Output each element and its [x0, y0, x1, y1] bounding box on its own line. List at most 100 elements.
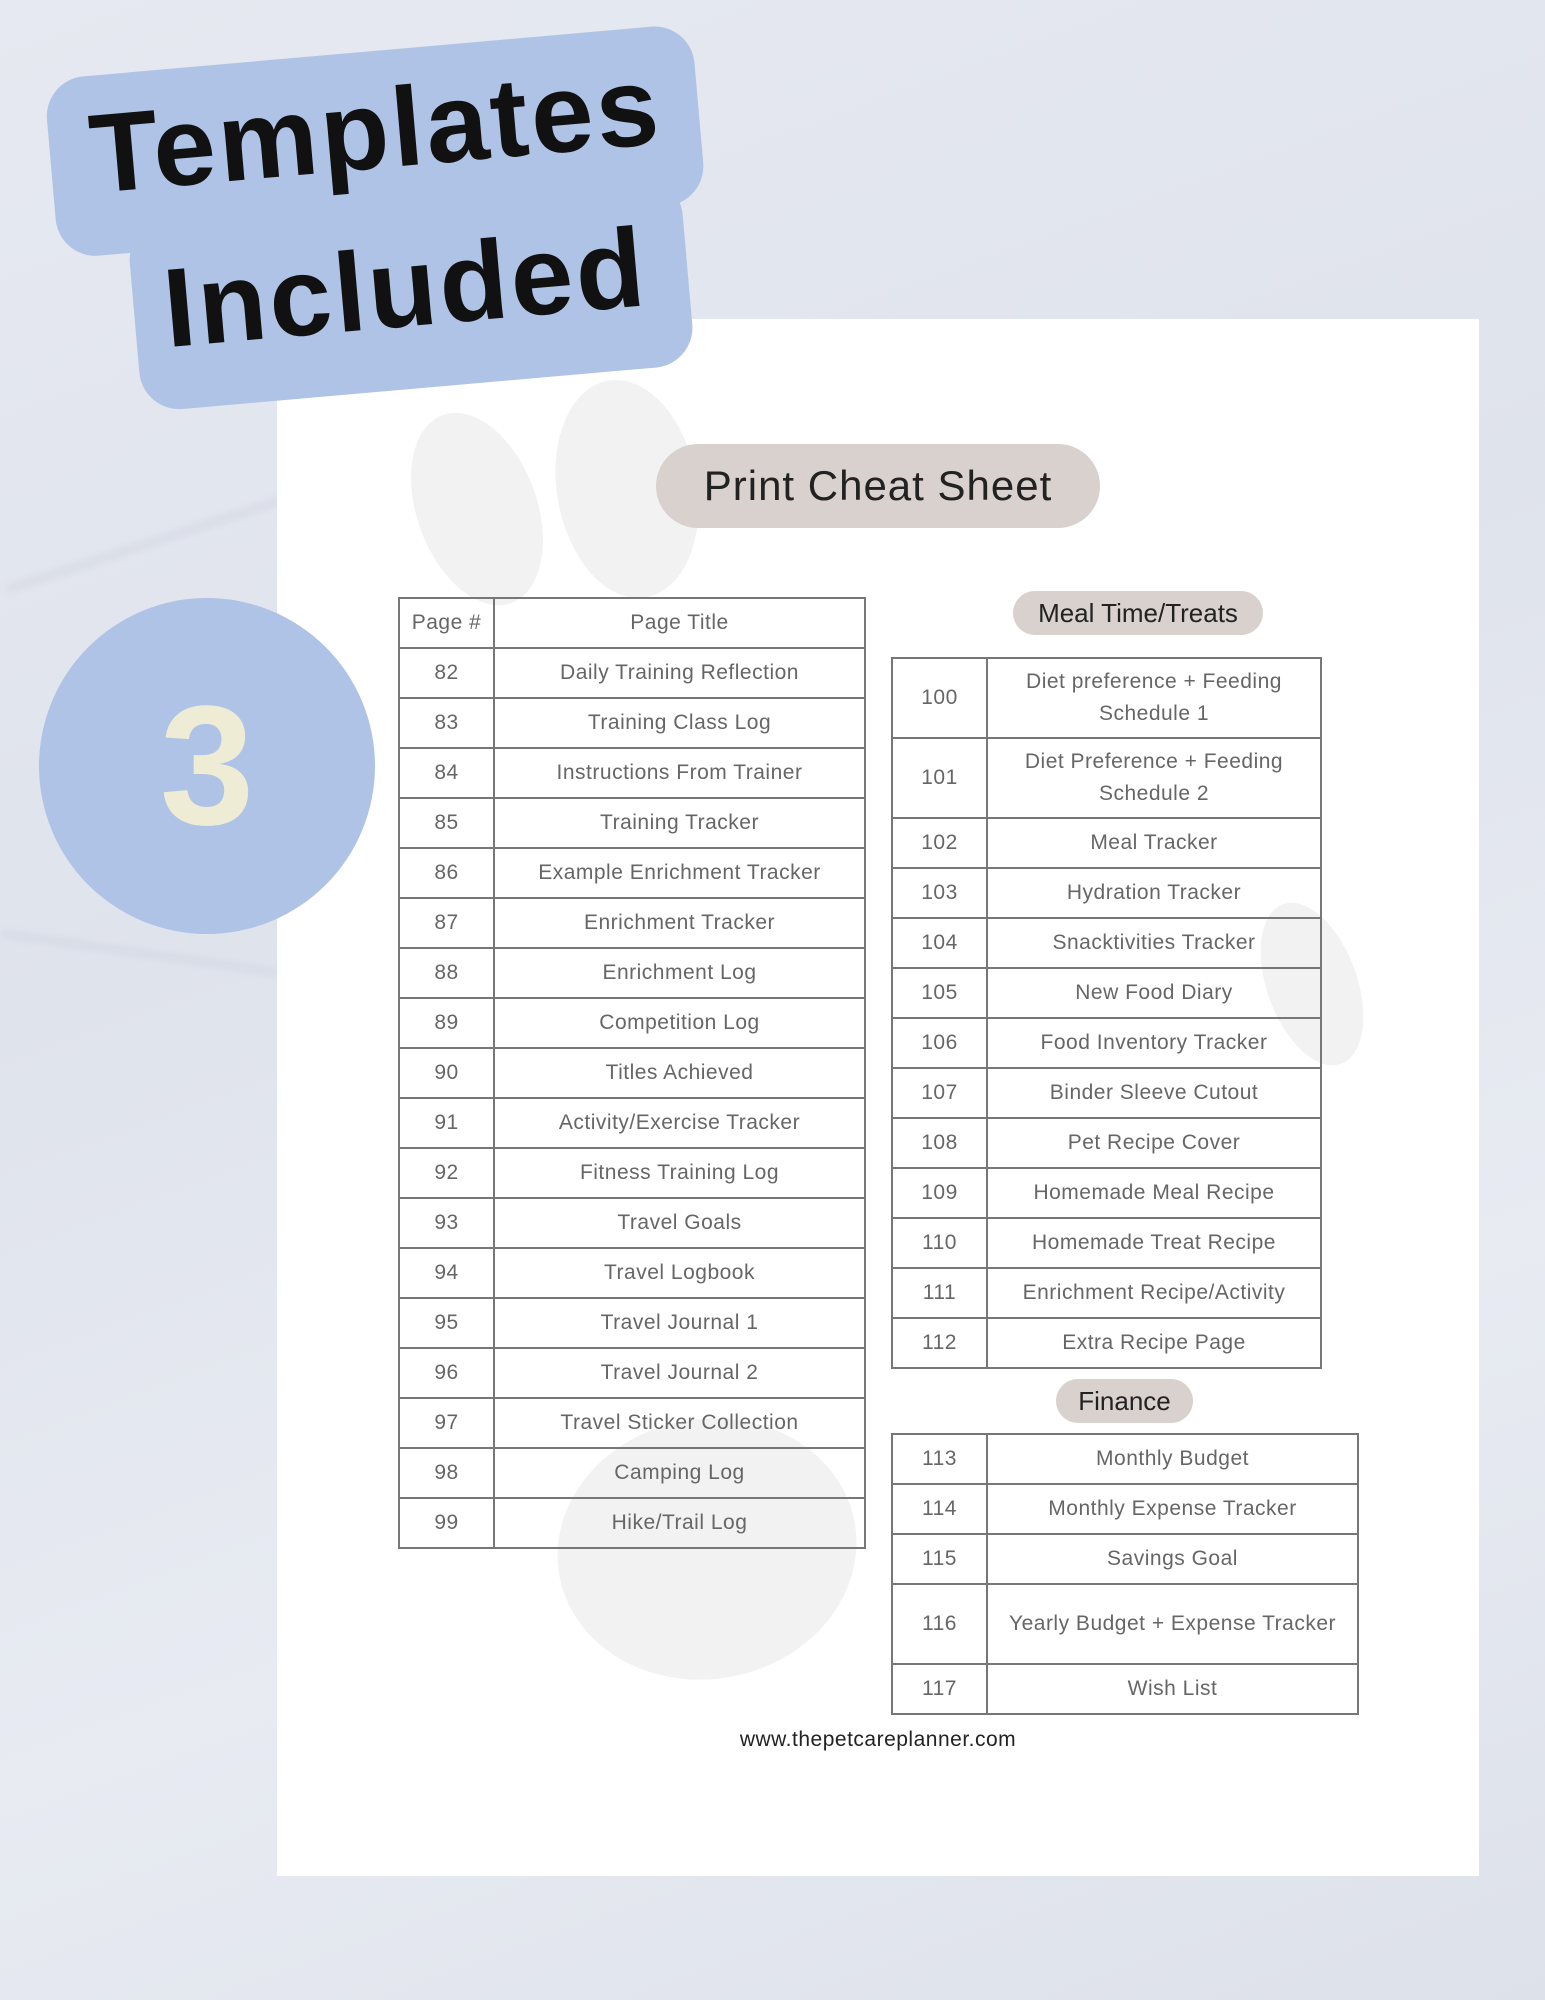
table-row: 114 Monthly Expense Tracker [891, 1483, 1359, 1535]
page-title: Print Cheat Sheet [656, 444, 1100, 528]
page-title-cell: Competition Log [493, 997, 866, 1049]
column-header: Page # [398, 597, 495, 649]
section-label-meal: Meal Time/Treats [1013, 591, 1263, 635]
page-title-cell: Food Inventory Tracker [986, 1017, 1322, 1069]
page-number: 109 [891, 1167, 988, 1219]
page-title-cell: Binder Sleeve Cutout [986, 1067, 1322, 1119]
page-number: 115 [891, 1533, 988, 1585]
page-number: 95 [398, 1297, 495, 1349]
page-number: 90 [398, 1047, 495, 1099]
background-crease [6, 493, 294, 593]
step-number-circle: 3 [39, 598, 375, 934]
table-row: 99 Hike/Trail Log [398, 1497, 866, 1549]
table-row: 111 Enrichment Recipe/Activity [891, 1267, 1322, 1319]
page-title-cell: Travel Sticker Collection [493, 1397, 866, 1449]
page-number: 87 [398, 897, 495, 949]
page-title-cell: Savings Goal [986, 1533, 1359, 1585]
table-row: 100 Diet preference + Feeding Schedule 1 [891, 657, 1322, 739]
page-title-cell: Enrichment Log [493, 947, 866, 999]
table-row: 85 Training Tracker [398, 797, 866, 849]
table-row: 116 Yearly Budget + Expense Tracker [891, 1583, 1359, 1665]
table-row: 113 Monthly Budget [891, 1433, 1359, 1485]
page-number: 84 [398, 747, 495, 799]
page-title-cell: Enrichment Tracker [493, 897, 866, 949]
page-title-cell: Camping Log [493, 1447, 866, 1499]
page-number: 99 [398, 1497, 495, 1549]
table-row: 91 Activity/Exercise Tracker [398, 1097, 866, 1149]
page-number: 100 [891, 657, 988, 739]
page-title-cell: Titles Achieved [493, 1047, 866, 1099]
page-number: 101 [891, 737, 988, 819]
page-title-cell: Hike/Trail Log [493, 1497, 866, 1549]
page-title-cell: Travel Journal 1 [493, 1297, 866, 1349]
page-number: 93 [398, 1197, 495, 1249]
section-label-finance: Finance [1056, 1379, 1193, 1423]
page-title-cell: Hydration Tracker [986, 867, 1322, 919]
page-title-cell: Monthly Budget [986, 1433, 1359, 1485]
table-row: 86 Example Enrichment Tracker [398, 847, 866, 899]
page-title-cell: Travel Logbook [493, 1247, 866, 1299]
page-title-cell: Example Enrichment Tracker [493, 847, 866, 899]
page-title-cell: Homemade Meal Recipe [986, 1167, 1322, 1219]
table-row: 109 Homemade Meal Recipe [891, 1167, 1322, 1219]
page-title-cell: Training Class Log [493, 697, 866, 749]
table-row: 101 Diet Preference + Feeding Schedule 2 [891, 737, 1322, 819]
page-number: 117 [891, 1663, 988, 1715]
table-row: 89 Competition Log [398, 997, 866, 1049]
finance-table: 113 Monthly Budget 114 Monthly Expense Trac… [891, 1433, 1359, 1715]
page-title-cell: Diet preference + Feeding Schedule 1 [986, 657, 1322, 739]
page-number: 113 [891, 1433, 988, 1485]
page-title-cell: Yearly Budget + Expense Tracker [986, 1583, 1359, 1665]
page-number: 97 [398, 1397, 495, 1449]
page-number: 114 [891, 1483, 988, 1535]
page-number: 106 [891, 1017, 988, 1069]
page-title-cell: Monthly Expense Tracker [986, 1483, 1359, 1535]
page-number: 107 [891, 1067, 988, 1119]
table-row: 110 Homemade Treat Recipe [891, 1217, 1322, 1269]
page-title-cell: Snacktivities Tracker [986, 917, 1322, 969]
table-row: 96 Travel Journal 2 [398, 1347, 866, 1399]
page-number: 91 [398, 1097, 495, 1149]
page-number: 88 [398, 947, 495, 999]
table-row: 87 Enrichment Tracker [398, 897, 866, 949]
page-number: 108 [891, 1117, 988, 1169]
table-header-row: Page # Page Title [398, 597, 866, 649]
page-title-cell: Pet Recipe Cover [986, 1117, 1322, 1169]
table-row: 106 Food Inventory Tracker [891, 1017, 1322, 1069]
table-row: 94 Travel Logbook [398, 1247, 866, 1299]
page-title-cell: Instructions From Trainer [493, 747, 866, 799]
page-title-cell: Activity/Exercise Tracker [493, 1097, 866, 1149]
table-row: 90 Titles Achieved [398, 1047, 866, 1099]
table-row: 102 Meal Tracker [891, 817, 1322, 869]
website-url[interactable]: www.thepetcareplanner.com [739, 1728, 1017, 1751]
page-title-cell: Extra Recipe Page [986, 1317, 1322, 1369]
table-row: 83 Training Class Log [398, 697, 866, 749]
column-header: Page Title [493, 597, 866, 649]
table-row: 108 Pet Recipe Cover [891, 1117, 1322, 1169]
table-row: 98 Camping Log [398, 1447, 866, 1499]
page-number: 94 [398, 1247, 495, 1299]
page-number: 92 [398, 1147, 495, 1199]
page-number: 83 [398, 697, 495, 749]
cheat-sheet-page: Print Cheat Sheet Page # Page Title 82 Da… [277, 319, 1479, 1876]
background-crease [0, 930, 280, 976]
table-row: 84 Instructions From Trainer [398, 747, 866, 799]
table-row: 93 Travel Goals [398, 1197, 866, 1249]
table-row: 107 Binder Sleeve Cutout [891, 1067, 1322, 1119]
table-row: 103 Hydration Tracker [891, 867, 1322, 919]
page-title-cell: Enrichment Recipe/Activity [986, 1267, 1322, 1319]
page-number: 86 [398, 847, 495, 899]
page-title-cell: Meal Tracker [986, 817, 1322, 869]
paw-watermark-icon [386, 394, 568, 624]
page-number: 105 [891, 967, 988, 1019]
page-number: 104 [891, 917, 988, 969]
table-row: 97 Travel Sticker Collection [398, 1397, 866, 1449]
page-number: 112 [891, 1317, 988, 1369]
table-row: 117 Wish List [891, 1663, 1359, 1715]
table-row: 115 Savings Goal [891, 1533, 1359, 1585]
table-row: 104 Snacktivities Tracker [891, 917, 1322, 969]
page-number: 103 [891, 867, 988, 919]
table-row: 112 Extra Recipe Page [891, 1317, 1322, 1369]
page-number: 110 [891, 1217, 988, 1269]
